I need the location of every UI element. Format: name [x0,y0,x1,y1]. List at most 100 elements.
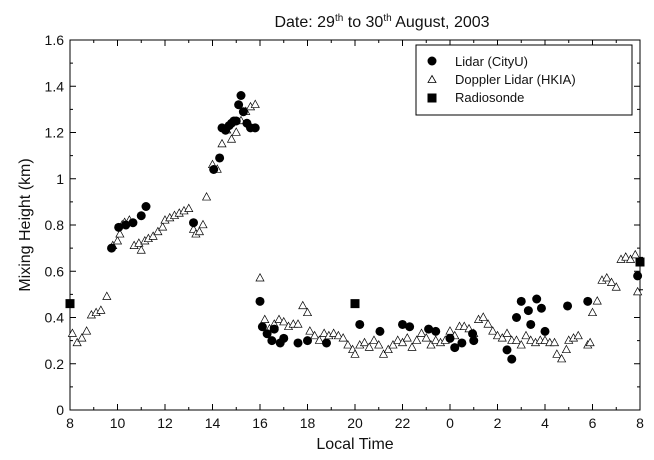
legend-label-doppler: Doppler Lidar (HKIA) [455,72,576,87]
lidar-cityu-point [431,326,441,336]
title-sup-1: th [335,13,343,24]
doppler-lidar-point [302,307,313,317]
doppler-lidar-point [557,353,567,363]
doppler-lidar-point [338,333,348,342]
x-tick-label: 20 [347,415,363,431]
lidar-cityu-point [267,336,277,346]
chart-title: Date: 29th to 30th August, 2003 [274,13,489,31]
doppler-lidar-point [198,219,208,229]
lidar-cityu-point [424,324,434,334]
doppler-lidar-point [540,335,550,344]
doppler-lidar-point [115,229,125,238]
lidar-cityu-point [375,326,385,336]
lidar-cityu-point [189,218,198,228]
doppler-lidar-point [606,277,617,286]
doppler-lidar-point [388,340,398,349]
lidar-cityu-point [532,294,542,304]
doppler-lidar-point [497,333,507,342]
x-tick-label: 2 [494,415,502,431]
doppler-lidar-point [397,337,408,347]
doppler-lidar-point [421,333,431,342]
radiosonde-point [635,257,645,267]
radiosonde-point [65,299,75,309]
doppler-lidar-point [112,235,123,245]
doppler-lidar-point [359,337,370,347]
doppler-lidar-point [184,203,194,212]
lidar-cityu-point [469,336,479,346]
doppler-lidar-point [374,340,384,349]
lidar-cityu-point [512,313,521,322]
lidar-cityu-point [563,301,573,311]
doppler-lidar-point [383,344,393,354]
doppler-lidar-point [350,349,360,358]
doppler-lidar-point [153,226,163,236]
doppler-lidar-point [136,245,146,254]
lidar-cityu-point [250,123,260,133]
doppler-lidar-point [526,335,536,344]
lidar-cityu-point [540,326,550,336]
lidar-cityu-point [255,296,265,306]
doppler-lidar-point [72,337,82,347]
lidar-cityu-point [405,322,415,332]
doppler-lidar-point [77,333,87,342]
lidar-cityu-point [322,338,331,348]
doppler-lidar-point [250,99,260,108]
doppler-lidar-point [393,335,403,344]
lidar-cityu-point [257,322,267,332]
lidar-cityu-point [536,303,546,313]
lidar-cityu-point [236,91,246,100]
doppler-lidar-point [231,127,241,136]
doppler-lidar-point [226,134,237,143]
x-tick-label: 14 [205,415,221,431]
doppler-lidar-point [217,138,227,148]
y-tick-label: 1.2 [45,125,65,141]
lidar-cityu-point [516,296,526,306]
y-tick-label: 1.4 [45,78,65,94]
doppler-lidar-point [483,319,493,328]
title-part-2: to 30 [343,14,383,31]
doppler-lidar-point [378,349,389,358]
doppler-lidar-point [511,335,522,344]
lidar-cityu-point [215,153,225,163]
y-axis-title: Mixing Height (km) [17,158,34,291]
lidar-cityu-point [507,354,517,364]
x-tick-label: 10 [110,415,126,431]
doppler-lidar-point [407,342,417,351]
lidar-cityu-point [279,333,289,343]
lidar-cityu-point [238,107,248,117]
doppler-lidar-point [592,296,602,305]
lidar-cityu-point [141,202,151,211]
x-tick-label: 12 [157,415,173,431]
doppler-lidar-point [310,330,320,340]
x-tick-label: 16 [252,415,268,431]
doppler-lidar-point [293,319,303,328]
doppler-lidar-point [298,300,308,310]
doppler-lidar-point [194,226,205,236]
doppler-lidar-point [459,321,469,330]
legend: Lidar (CityU) Doppler Lidar (HKIA) Radio… [415,44,633,116]
axis-ticks: 8 10 12 14 16 18 20 22 0 2 4 6 800.20.40.60.811.21.4… [45,32,645,431]
lidar-cityu-point [136,211,146,221]
lidar-cityu-point [502,345,512,355]
doppler-lidar-point [255,272,265,282]
y-tick-label: 0.4 [45,310,65,326]
lidar-cityu-point [234,100,244,110]
x-tick-label: 18 [300,415,316,431]
doppler-lidar-point [573,330,583,340]
doppler-lidar-point [279,316,289,326]
doppler-lidar-point [82,326,92,335]
x-tick-label: 22 [395,415,411,431]
x-tick-label: 8 [66,415,74,431]
doppler-lidar-point [319,328,329,337]
doppler-lidar-point [516,340,526,349]
doppler-lidar-point [416,328,427,337]
legend-marker-doppler [427,74,437,83]
title-part-1: Date: 29 [274,14,335,31]
doppler-lidar-point [587,307,598,317]
lidar-cityu-point [262,329,272,339]
lidar-cityu-point [398,319,407,329]
doppler-lidar-point [549,337,560,347]
legend-marker-radiosonde [427,93,437,103]
lidar-cityu-point [209,165,219,174]
